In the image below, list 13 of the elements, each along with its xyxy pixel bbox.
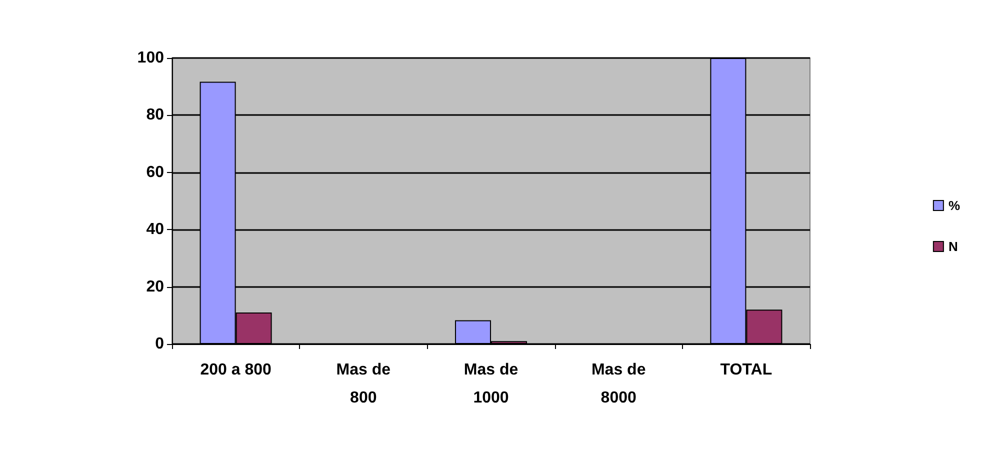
- x-tick-label: Mas de 8000: [591, 362, 646, 406]
- legend-label: N: [948, 239, 958, 254]
- y-tick-label: 60: [146, 164, 164, 181]
- x-tick-label: Mas de 1000: [464, 362, 518, 406]
- y-tick-label: 20: [146, 278, 164, 296]
- y-tick-label: 40: [146, 221, 164, 238]
- y-tick-label: 0: [155, 336, 164, 352]
- x-tick-label: 200 a 800: [200, 362, 272, 378]
- legend-label: %: [948, 198, 960, 213]
- y-tick-label: 100: [137, 50, 164, 66]
- y-tick-label: 80: [146, 106, 164, 124]
- x-tick-label: Mas de 800: [336, 362, 391, 406]
- x-tick-label: TOTAL: [720, 362, 772, 378]
